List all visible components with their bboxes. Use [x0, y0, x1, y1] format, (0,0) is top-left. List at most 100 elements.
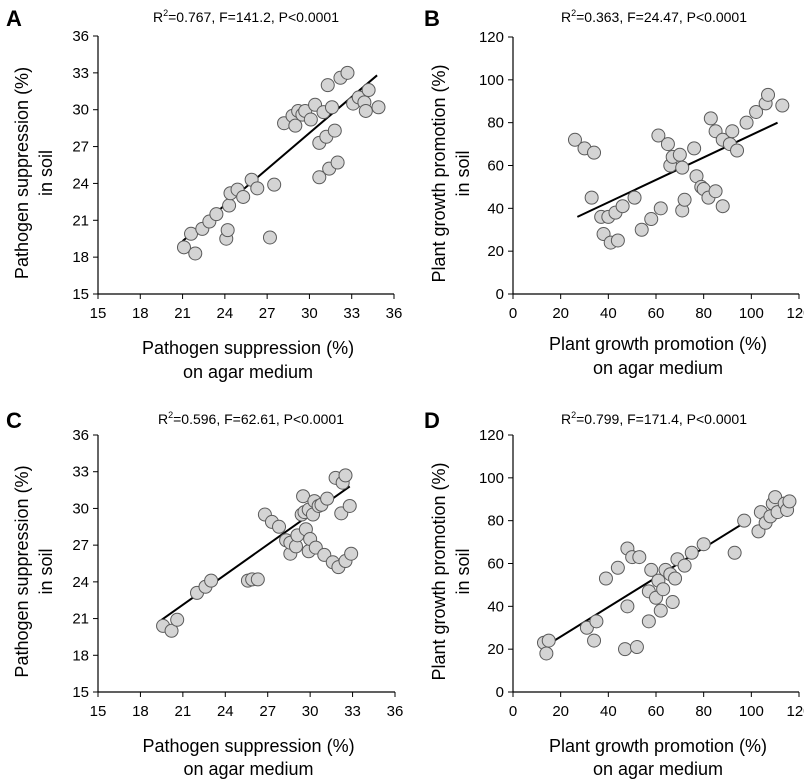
panel-b-y-tick-label: 40: [487, 200, 504, 217]
panel-c-x-tick-label: 18: [132, 703, 149, 720]
panel-c-data-point: [164, 623, 179, 638]
panel-a-x-label-line2: on agar medium: [183, 362, 313, 382]
panel-a-data-point: [288, 118, 303, 133]
panel-a-data-point: [303, 112, 318, 127]
panel-a-data-point: [236, 189, 251, 204]
panel-a-y-tick-label: 33: [72, 65, 89, 82]
panel-d-data-point: [641, 614, 656, 629]
panel-c-data-point: [338, 468, 353, 483]
panel-d-x-tick-label: 40: [600, 703, 617, 720]
panel-b-data-point: [644, 212, 659, 227]
panel-c-data-point: [170, 612, 185, 627]
panel-c-y-tick-label: 24: [72, 574, 89, 591]
panel-a-data-point: [340, 65, 355, 80]
panel-b-x-tick-label: 40: [600, 305, 617, 322]
panel-d-data-point: [618, 642, 633, 657]
panel-c-y-tick-label: 27: [72, 537, 89, 554]
panel-a-x-tick-label: 21: [174, 305, 191, 322]
panel-d-x-tick-label: 120: [786, 703, 804, 720]
panel-c-data-point: [204, 573, 219, 588]
panel-b-data-point: [677, 192, 692, 207]
panel-b-data-point: [651, 128, 666, 143]
panel-d-y-tick-label: 40: [487, 598, 504, 615]
panel-c-y-tick-label: 33: [72, 464, 89, 481]
panel-d-data-point: [589, 614, 604, 629]
panel-b-x-tick-label: 20: [552, 305, 569, 322]
panel-c-y-tick-label: 30: [72, 500, 89, 517]
panel-d-data-point: [610, 560, 625, 575]
panel-b-x-tick-label: 80: [695, 305, 712, 322]
panel-d-y-label-line2: in soil: [453, 548, 473, 594]
panel-a-x-tick-label: 36: [386, 305, 403, 322]
panel-b-x-label-line1: Plant growth promotion (%): [549, 334, 767, 354]
panel-b-y-tick-label: 20: [487, 243, 504, 260]
panel-b-y-tick-label: 80: [487, 115, 504, 132]
panel-d-data-point: [539, 646, 554, 661]
panel-c-y-label-line2: in soil: [36, 548, 56, 594]
panel-c-data-point: [320, 491, 335, 506]
panel-d-y-tick-label: 0: [496, 684, 504, 701]
panel-d-y-label-line1: Plant growth promotion (%): [429, 462, 449, 680]
panel-b-data-point: [672, 147, 687, 162]
panel-b-data-point: [653, 201, 668, 216]
panel-b-data-point: [584, 190, 599, 205]
panel-b-x-tick-label: 0: [509, 305, 517, 322]
panel-c-x-tick-label: 24: [217, 703, 234, 720]
panel-a-x-tick-label: 33: [343, 305, 360, 322]
panel-c-x-label-line2: on agar medium: [183, 759, 313, 779]
panel-a-data-point: [220, 223, 235, 238]
panel-d-stats: R2=0.799, F=171.4, P<0.0001: [561, 410, 747, 427]
panel-a-y-tick-label: 15: [72, 286, 89, 303]
panel-d-data-point: [656, 582, 671, 597]
panel-c-x-label-line1: Pathogen suppression (%): [142, 736, 354, 756]
panel-a-data-point: [250, 181, 265, 196]
panel-b-x-label-line2: on agar medium: [593, 358, 723, 378]
panel-b-data-point: [627, 190, 642, 205]
panel-b-x-tick-label: 120: [786, 305, 804, 322]
panel-b-data-point: [725, 124, 740, 139]
panel-a-data-point: [222, 198, 237, 213]
panel-d-data-point: [782, 494, 797, 509]
panel-d-data-point: [727, 545, 742, 560]
panel-c-y-label-line1: Pathogen suppression (%): [12, 465, 32, 677]
panel-d-x-tick-label: 0: [509, 703, 517, 720]
panel-b-data-point: [749, 104, 764, 119]
panel-d-data-point: [587, 633, 602, 648]
panel-c-x-tick-label: 27: [259, 703, 276, 720]
panel-c-data-point: [272, 519, 287, 534]
panel-b-data-point: [587, 145, 602, 160]
panel-a-data-point: [324, 100, 339, 115]
panel-b-data-point: [703, 111, 718, 126]
panel-a-data-point: [209, 207, 224, 222]
panel-d-data-point: [620, 599, 635, 614]
panel-b-y-tick-label: 120: [479, 29, 504, 46]
panel-c-x-tick-label: 21: [175, 703, 192, 720]
panel-d-data-point: [629, 640, 644, 655]
panel-d-x-tick-label: 20: [552, 703, 569, 720]
panel-a-y-tick-label: 24: [72, 175, 89, 192]
panel-c-letter: C: [6, 408, 22, 433]
panel-a-y-tick-label: 18: [72, 249, 89, 266]
panel-c-y-tick-label: 18: [72, 647, 89, 664]
panel-b-data-point: [675, 160, 690, 175]
panel-a-y-label-line2: in soil: [36, 150, 56, 196]
panel-d-x-tick-label: 60: [648, 703, 665, 720]
panel-c-x-tick-label: 33: [344, 703, 361, 720]
panel-a-data-point: [312, 170, 327, 185]
panel-d-data-point: [696, 537, 711, 552]
panel-d-y-tick-label: 20: [487, 641, 504, 658]
panel-b-letter: B: [424, 6, 440, 31]
panel-b-x-tick-label: 100: [739, 305, 764, 322]
panel-b-data-point: [567, 132, 582, 147]
panel-d-data-point: [579, 620, 594, 635]
panel-b-data-point: [775, 98, 790, 113]
panel-d-data-point: [684, 545, 699, 560]
panel-b-x-tick-label: 60: [648, 305, 665, 322]
panel-b-y-tick-label: 0: [496, 286, 504, 303]
panel-b-data-point: [730, 143, 745, 158]
panel-a-data-point: [176, 240, 191, 255]
panel-d-y-tick-label: 60: [487, 556, 504, 573]
panel-d-data-point: [632, 550, 647, 565]
panel-b-y-tick-label: 60: [487, 158, 504, 175]
panel-a-x-label-line1: Pathogen suppression (%): [142, 338, 354, 358]
